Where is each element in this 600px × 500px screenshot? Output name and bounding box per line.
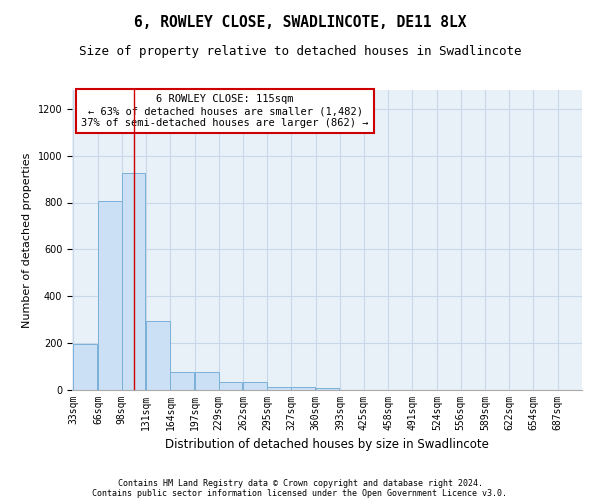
Bar: [316, 388, 340, 390]
Bar: [291, 386, 315, 390]
Bar: [170, 372, 194, 390]
Bar: [73, 344, 97, 390]
Bar: [195, 372, 219, 390]
Bar: [146, 321, 170, 390]
Text: 6, ROWLEY CLOSE, SWADLINCOTE, DE11 8LX: 6, ROWLEY CLOSE, SWADLINCOTE, DE11 8LX: [134, 15, 466, 30]
Text: 6 ROWLEY CLOSE: 115sqm
← 63% of detached houses are smaller (1,482)
37% of semi-: 6 ROWLEY CLOSE: 115sqm ← 63% of detached…: [81, 94, 369, 128]
X-axis label: Distribution of detached houses by size in Swadlincote: Distribution of detached houses by size …: [165, 438, 489, 452]
Text: Contains public sector information licensed under the Open Government Licence v3: Contains public sector information licen…: [92, 488, 508, 498]
Text: Size of property relative to detached houses in Swadlincote: Size of property relative to detached ho…: [79, 45, 521, 58]
Bar: [268, 386, 291, 390]
Bar: [218, 382, 242, 390]
Bar: [98, 200, 122, 390]
Bar: [122, 173, 145, 390]
Text: Contains HM Land Registry data © Crown copyright and database right 2024.: Contains HM Land Registry data © Crown c…: [118, 478, 482, 488]
Y-axis label: Number of detached properties: Number of detached properties: [22, 152, 32, 328]
Bar: [243, 382, 267, 390]
